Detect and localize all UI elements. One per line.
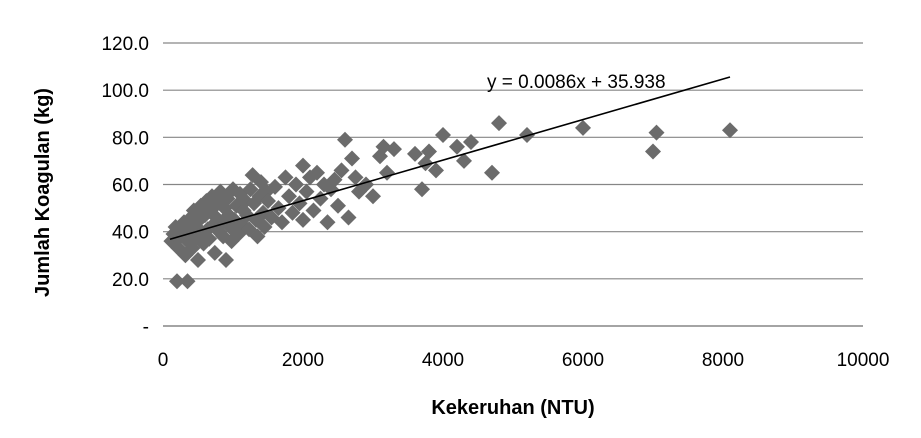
data-point [417,155,434,172]
data-point [190,251,206,268]
data-point [326,171,343,188]
data-point [484,164,500,181]
data-point [456,152,472,169]
data-point [305,202,322,219]
data-point [435,126,451,143]
data-point [284,204,301,221]
y-tick-label: 80.0 [112,128,149,149]
data-point [344,150,360,167]
x-tick-label: 10000 [837,350,890,371]
data-point [256,218,273,235]
data-point [309,164,325,181]
data-point [249,228,266,245]
x-tick-label: 4000 [422,350,464,371]
data-point [645,143,661,160]
data-point [330,197,346,214]
data-point [274,214,290,231]
y-axis-ticks: - 20.0 40.0 60.0 80.0 100.0 120.0 [101,34,149,338]
x-tick-label: 0 [158,350,169,371]
y-tick-label: 100.0 [101,81,149,102]
data-point [260,193,276,210]
data-point [421,143,437,160]
data-point [575,119,591,136]
data-point [288,176,304,193]
data-point [347,169,364,186]
data-point [407,145,423,162]
data-point [242,181,259,198]
data-point [449,138,465,155]
x-tick-label: 8000 [702,350,744,371]
y-tick-label: 20.0 [112,270,149,291]
data-point [648,124,665,141]
data-point [169,273,185,290]
x-axis-title: Kekeruhan (NTU) [431,397,594,419]
y-tick-label: - [143,317,149,338]
data-point [428,162,444,179]
x-tick-label: 2000 [282,350,324,371]
data-point [722,122,738,139]
data-point [201,230,218,247]
data-point [463,134,479,151]
data-point [375,138,392,155]
data-point [277,169,294,186]
data-point [218,251,234,268]
x-axis-ticks: 0 2000 4000 6000 8000 10000 [158,350,890,371]
data-points [163,115,738,290]
data-point [295,211,311,228]
data-point [340,209,357,226]
data-point [414,181,430,198]
y-tick-label: 60.0 [112,176,149,197]
trendline [169,76,731,240]
data-point [386,141,402,158]
data-point [179,273,196,290]
data-point [491,115,507,132]
data-point [281,188,297,205]
data-point [333,162,350,179]
x-tick-label: 6000 [562,350,604,371]
y-tick-label: 120.0 [101,34,149,55]
data-point [206,244,223,261]
data-point [319,214,336,231]
data-point [295,157,311,174]
data-point [267,178,283,195]
y-axis-title: Jumlah Koagulan (kg) [32,88,54,297]
data-point [298,183,315,200]
data-point [365,188,381,205]
y-tick-label: 40.0 [112,223,149,244]
trendline-equation: y = 0.0086x + 35.938 [487,72,666,93]
data-point [291,195,308,212]
data-point [337,131,353,148]
